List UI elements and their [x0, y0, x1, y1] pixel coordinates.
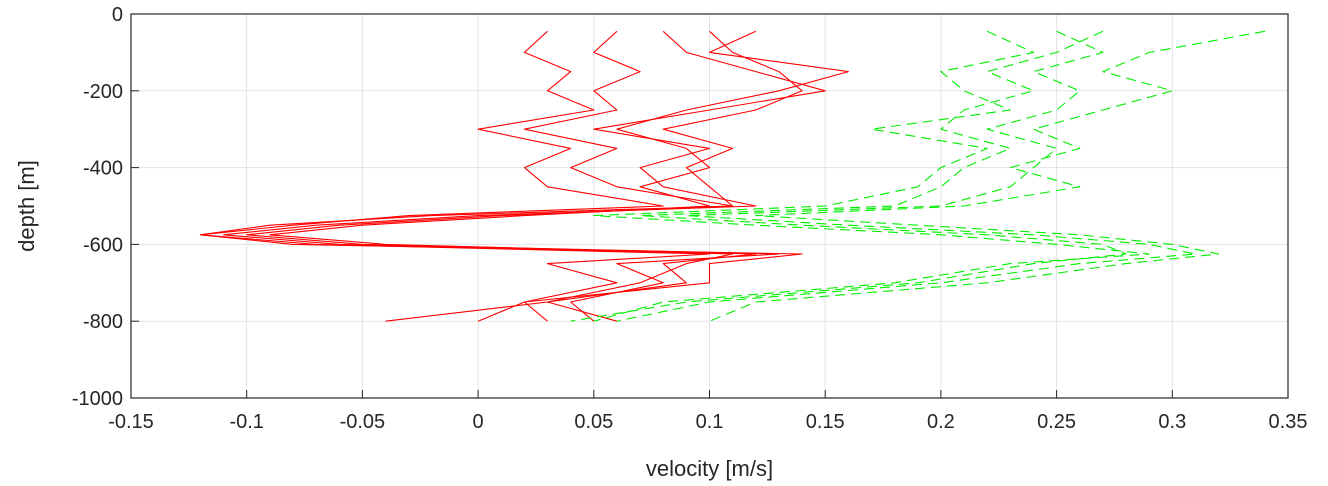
red-velocity-profile-3 [199, 30, 803, 322]
tick-labels: -0.15 -0.1 -0.05 0 0.05 0.1 0.15 0.2 0.25 0.3 0.35… [72, 4, 1308, 433]
x-axis-label: velocity [m/s] [646, 456, 773, 481]
x-tick-label: 0.05 [574, 411, 613, 433]
data-series [199, 30, 1265, 322]
x-tick-label: 0.35 [1269, 411, 1308, 433]
y-tick-label: -600 [83, 234, 123, 256]
y-tick-label: -400 [83, 158, 123, 180]
red-velocity-profile-0 [199, 30, 711, 322]
x-tick-label: 0 [473, 411, 484, 433]
x-tick-label: -0.15 [108, 411, 154, 433]
green-velocity-profile-6 [616, 30, 1196, 322]
red-velocity-profile-2 [223, 30, 826, 322]
x-tick-label: 0.25 [1037, 411, 1076, 433]
y-tick-label: 0 [112, 4, 123, 26]
green-velocity-profile-8 [570, 30, 1127, 322]
y-tick-label: -800 [83, 311, 123, 333]
y-tick-label: -200 [83, 81, 123, 103]
x-tick-label: 0.1 [696, 411, 724, 433]
green-velocity-profile-7 [709, 30, 1265, 322]
x-tick-label: 0.15 [806, 411, 845, 433]
x-tick-label: -0.1 [229, 411, 263, 433]
y-axis-label: depth [m] [14, 160, 39, 252]
y-tick-label: -1000 [72, 388, 123, 410]
green-velocity-profile-5 [593, 30, 1150, 322]
x-tick-label: -0.05 [340, 411, 386, 433]
x-tick-label: 0.2 [927, 411, 955, 433]
red-velocity-profile-4 [269, 30, 849, 322]
x-tick-label: 0.3 [1158, 411, 1186, 433]
